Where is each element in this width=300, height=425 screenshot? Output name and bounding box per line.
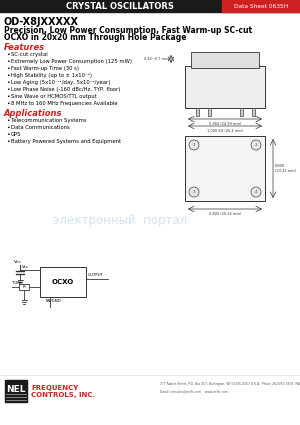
Text: 1.000 SQ (25.4 mm): 1.000 SQ (25.4 mm): [207, 128, 243, 132]
Text: 1: 1: [193, 143, 195, 147]
Bar: [185, 136, 265, 201]
Text: OCXO in 20x20 mm Through Hole Package: OCXO in 20x20 mm Through Hole Package: [4, 33, 187, 42]
Text: Battery Powered Systems and Equipment: Battery Powered Systems and Equipment: [11, 139, 121, 144]
Text: •: •: [6, 73, 10, 78]
Text: High Stability (up to ± 1x10⁻⁸): High Stability (up to ± 1x10⁻⁸): [11, 73, 92, 78]
Bar: [5, 380, 27, 402]
Text: OCXO: OCXO: [52, 279, 74, 285]
Text: Data Sheet 0635H: Data Sheet 0635H: [234, 3, 288, 8]
Text: R: R: [22, 284, 26, 289]
Bar: [222, 0, 300, 12]
Text: 4: 4: [255, 190, 257, 194]
Text: SC-cut crystal: SC-cut crystal: [11, 52, 48, 57]
Bar: [239, 108, 242, 116]
Text: FREQUENCY: FREQUENCY: [31, 385, 78, 391]
Text: OUTPUT: OUTPUT: [88, 273, 104, 277]
Circle shape: [189, 187, 199, 197]
Bar: [40, 267, 86, 297]
Text: •: •: [6, 125, 10, 130]
Text: •: •: [6, 52, 10, 57]
Text: •: •: [6, 132, 10, 137]
Text: •: •: [6, 66, 10, 71]
Text: Low Aging (5x10⁻¹¹/day, 5x10⁻⁹/year): Low Aging (5x10⁻¹¹/day, 5x10⁻⁹/year): [11, 80, 110, 85]
Text: Email: nelsales@nelfc.com    www.nelfc.com: Email: nelsales@nelfc.com www.nelfc.com: [160, 389, 228, 393]
Text: Low Phase Noise (-160 dBc/Hz, TYP, floor): Low Phase Noise (-160 dBc/Hz, TYP, floor…: [11, 87, 120, 92]
Bar: [251, 108, 254, 116]
Text: электронный  портал: электронный портал: [53, 213, 187, 227]
Text: 2: 2: [255, 143, 257, 147]
Text: 0.42~0.7 mm: 0.42~0.7 mm: [145, 57, 169, 61]
Text: Telecommunication Systems: Telecommunication Systems: [11, 118, 87, 123]
Text: •: •: [6, 139, 10, 144]
Text: 777 Robert Street, P.O. Box 457, Burlington, WI 53105-0457 U.S.A.  Phone 262/763: 777 Robert Street, P.O. Box 457, Burling…: [160, 382, 300, 386]
Bar: [185, 66, 265, 108]
Text: TUNE: TUNE: [12, 281, 22, 286]
Text: •: •: [6, 101, 10, 106]
Text: Extremely Low Power Consumption (125 mW): Extremely Low Power Consumption (125 mW): [11, 59, 132, 64]
Text: 0.984 (24.99 mm): 0.984 (24.99 mm): [209, 122, 241, 126]
Text: Sine Wave or HCMOS/TTL output: Sine Wave or HCMOS/TTL output: [11, 94, 97, 99]
Bar: [196, 108, 199, 116]
Text: •: •: [6, 94, 10, 99]
Bar: [191, 52, 259, 68]
Circle shape: [251, 187, 261, 197]
Bar: [19, 283, 29, 289]
Text: •: •: [6, 80, 10, 85]
Text: CRYSTAL OSCILLATORS: CRYSTAL OSCILLATORS: [66, 2, 174, 11]
Text: Fast Warm-up Time (30 s): Fast Warm-up Time (30 s): [11, 66, 79, 71]
Text: Vcc: Vcc: [22, 265, 29, 269]
Circle shape: [251, 140, 261, 150]
Text: GPS: GPS: [11, 132, 22, 137]
Text: 0.800 (20.32 mm): 0.800 (20.32 mm): [209, 212, 241, 216]
Text: EN/GND: EN/GND: [46, 299, 62, 303]
Bar: [208, 108, 211, 116]
Text: •: •: [6, 118, 10, 123]
Text: NEL: NEL: [6, 385, 26, 394]
Text: •: •: [6, 87, 10, 92]
Text: Vcc: Vcc: [14, 260, 22, 264]
Bar: [0, 0, 300, 12]
Text: 0.800
(20.32 mm): 0.800 (20.32 mm): [275, 164, 296, 173]
Text: CONTROLS, INC.: CONTROLS, INC.: [31, 392, 95, 398]
Text: •: •: [6, 59, 10, 64]
Text: 3: 3: [193, 190, 195, 194]
Text: OD-X8JXXXXX: OD-X8JXXXXX: [4, 17, 79, 27]
Text: Precision, Low Power Consumption, Fast Warm-up SC-cut: Precision, Low Power Consumption, Fast W…: [4, 26, 252, 35]
Text: Applications: Applications: [4, 109, 62, 118]
Text: Features: Features: [4, 43, 45, 52]
Text: 8 MHz to 160 MHz Frequencies Available: 8 MHz to 160 MHz Frequencies Available: [11, 101, 118, 106]
Circle shape: [189, 140, 199, 150]
Text: Data Communications: Data Communications: [11, 125, 70, 130]
